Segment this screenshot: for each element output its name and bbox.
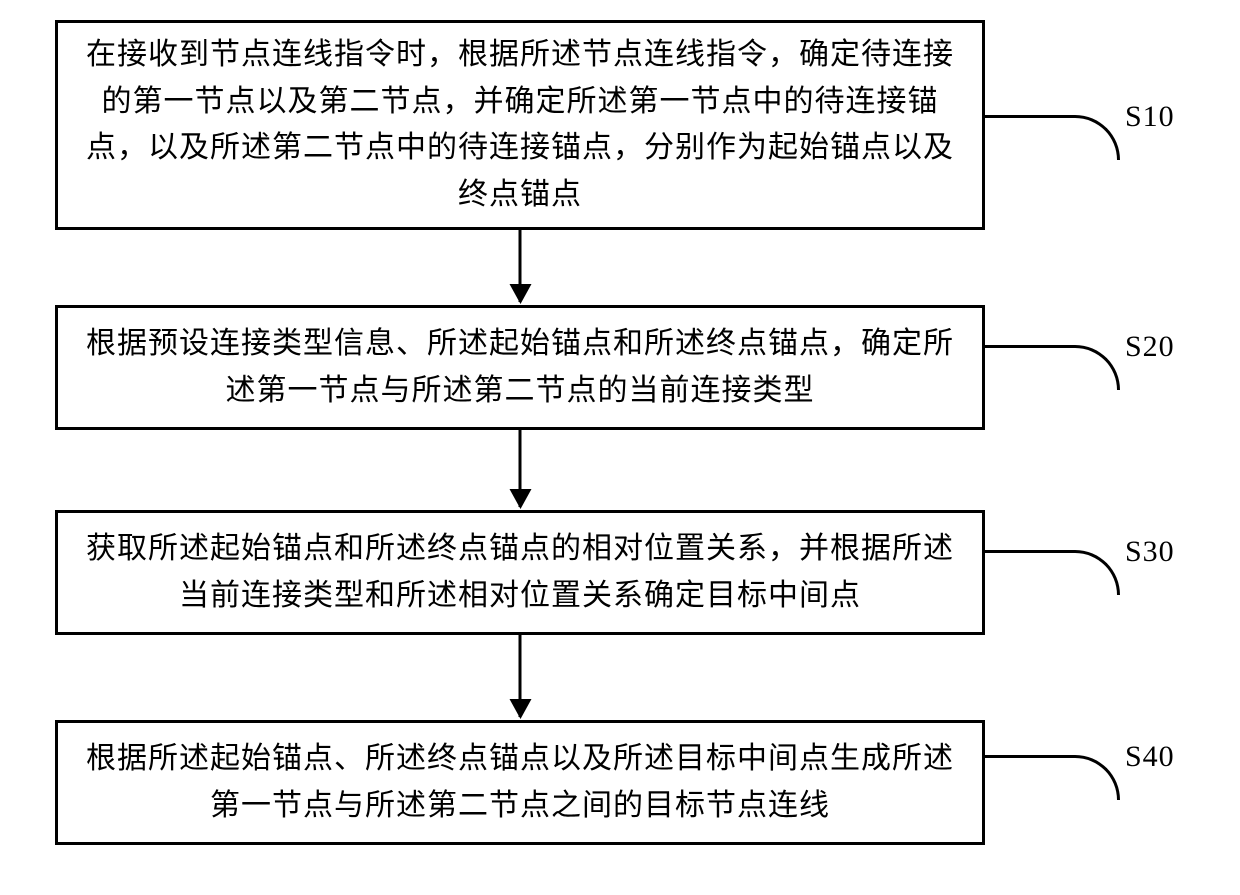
flowchart-container: 在接收到节点连线指令时，根据所述节点连线指令，确定待连接的第一节点以及第二节点，… <box>0 0 1240 895</box>
flow-step-box: 获取所述起始锚点和所述终点锚点的相对位置关系，并根据所述当前连接类型和所述相对位… <box>55 510 985 635</box>
flow-step-label: S20 <box>1125 330 1175 364</box>
label-connector <box>985 550 1120 595</box>
flow-step-text: 根据预设连接类型信息、所述起始锚点和所述终点锚点，确定所述第一节点与所述第二节点… <box>86 321 954 414</box>
flow-step-text: 在接收到节点连线指令时，根据所述节点连线指令，确定待连接的第一节点以及第二节点，… <box>86 32 954 218</box>
flow-step-label: S30 <box>1125 535 1175 569</box>
label-connector <box>985 115 1120 160</box>
flow-arrow <box>519 635 522 717</box>
flow-step-box: 在接收到节点连线指令时，根据所述节点连线指令，确定待连接的第一节点以及第二节点，… <box>55 20 985 230</box>
flow-arrow <box>519 430 522 507</box>
flow-step-text: 获取所述起始锚点和所述终点锚点的相对位置关系，并根据所述当前连接类型和所述相对位… <box>86 526 954 619</box>
flow-step-box: 根据所述起始锚点、所述终点锚点以及所述目标中间点生成所述第一节点与所述第二节点之… <box>55 720 985 845</box>
flow-arrow <box>519 230 522 302</box>
label-connector <box>985 755 1120 800</box>
flow-step-label: S40 <box>1125 740 1175 774</box>
flow-step-text: 根据所述起始锚点、所述终点锚点以及所述目标中间点生成所述第一节点与所述第二节点之… <box>86 736 954 829</box>
label-connector <box>985 345 1120 390</box>
flow-step-box: 根据预设连接类型信息、所述起始锚点和所述终点锚点，确定所述第一节点与所述第二节点… <box>55 305 985 430</box>
flow-step-label: S10 <box>1125 100 1175 134</box>
